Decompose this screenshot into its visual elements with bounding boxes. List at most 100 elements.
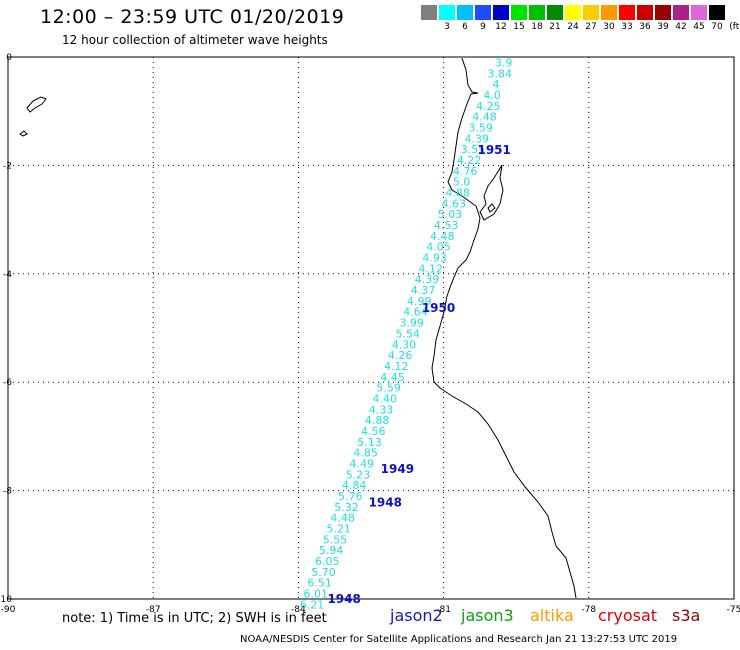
- lat-tick-label: -2: [3, 161, 12, 171]
- lat-tick-label: -10: [0, 595, 12, 605]
- color-scale-label: 18: [531, 22, 543, 32]
- lon-tick-label: -90: [1, 605, 16, 615]
- satellite-name-s3a: s3a: [672, 606, 701, 625]
- color-scale-label: 27: [585, 22, 597, 32]
- color-scale-label: 33: [621, 22, 633, 32]
- wave-height-value: 4.12: [419, 262, 444, 275]
- wave-height-value: 4.37: [411, 284, 436, 297]
- wave-height-value: 5.03: [438, 208, 463, 221]
- color-scale-label: 42: [675, 22, 687, 32]
- wave-height-value: 4.48: [472, 111, 497, 124]
- wave-height-value: 5.54: [396, 327, 421, 340]
- wave-height-value: 4.48: [430, 230, 455, 243]
- satellite-name-cryosat: cryosat: [598, 606, 658, 625]
- color-scale-swatch: [457, 5, 473, 20]
- wave-height-value: 3.99: [399, 317, 424, 330]
- satellite-name-jason3: jason3: [461, 606, 514, 625]
- map-subtitle: 12 hour collection of altimeter wave hei…: [62, 33, 328, 47]
- wave-height-value: 5.32: [334, 501, 359, 514]
- wave-height-value: 4.39: [415, 273, 440, 286]
- color-scale-label: 36: [639, 22, 651, 32]
- lat-lon-grid: [8, 57, 734, 599]
- wave-height-value: 4.12: [384, 360, 409, 373]
- wave-height-value: 4.88: [365, 414, 390, 427]
- color-scale-swatch: [421, 5, 437, 20]
- color-scale-swatch: [493, 5, 509, 20]
- lon-tick-label: -87: [146, 605, 161, 615]
- wave-height-value: 4: [492, 78, 499, 91]
- puna-island: [487, 203, 496, 213]
- wave-height-value: 4.88: [445, 187, 470, 200]
- map-frame: [7, 56, 735, 600]
- wave-height-value: 6.21: [300, 598, 325, 611]
- wave-height-value: 3.84: [488, 67, 513, 80]
- lat-tick-label: -4: [3, 270, 12, 280]
- wave-height-value: 4.30: [392, 338, 417, 351]
- island-large: [26, 96, 47, 113]
- color-scale-swatch: [619, 5, 635, 20]
- wave-height-value: 4.56: [361, 425, 386, 438]
- island-small: [19, 130, 28, 137]
- color-scale-label: 70: [711, 22, 723, 32]
- wave-height-value: 4.63: [442, 197, 467, 210]
- color-scale-swatch: [583, 5, 599, 20]
- map-title: 12:00 – 23:59 UTC 01/20/2019: [40, 6, 345, 28]
- wave-height-track: 3.93.8444.04.254.483.594.393.554.224.765…: [300, 56, 513, 611]
- color-scale-label: 9: [480, 22, 486, 32]
- wave-height-value: 4.39: [465, 132, 490, 145]
- lon-tick-label: -81: [436, 605, 451, 615]
- pass-number-label: 1950: [422, 301, 455, 315]
- color-scale-label: 45: [693, 22, 705, 32]
- wave-height-value: 4.33: [369, 403, 394, 416]
- wave-height-value: 4.84: [342, 479, 367, 492]
- wave-height-value: 5.0: [453, 176, 471, 189]
- color-scale-swatch: [601, 5, 617, 20]
- color-scale-label: 15: [513, 22, 525, 32]
- wave-height-value: 5.21: [327, 523, 352, 536]
- color-scale-swatch: [547, 5, 563, 20]
- lon-tick-label: -78: [581, 605, 596, 615]
- wave-height-value: 4.26: [388, 349, 413, 362]
- lat-tick-label: -8: [3, 487, 12, 497]
- wave-height-value: 4.48: [330, 512, 355, 525]
- footer-note: note: 1) Time is in UTC; 2) SWH is in fe…: [62, 611, 327, 626]
- wave-height-value: 5.70: [311, 566, 336, 579]
- wave-height-value: 4.0: [483, 89, 501, 102]
- wave-height-value: 4.49: [350, 458, 375, 471]
- color-scale-swatch: [637, 5, 653, 20]
- wave-height-value: 6.05: [315, 555, 340, 568]
- coastline: [19, 57, 577, 599]
- wave-height-value: 4.99: [407, 295, 432, 308]
- wave-height-value: 5.59: [376, 382, 401, 395]
- pass-number-label: 1951: [477, 143, 510, 157]
- wave-height-value: 5.13: [357, 436, 382, 449]
- wave-height-value: 3.59: [468, 121, 493, 134]
- wave-height-value: 5.76: [338, 490, 363, 503]
- color-scale-label: 30: [603, 22, 615, 32]
- wave-height-value: 5.94: [319, 544, 344, 557]
- wave-height-value: 4.45: [380, 371, 405, 384]
- gulf-of-guayaquil: [479, 164, 504, 221]
- color-scale-label: 12: [495, 22, 507, 32]
- wave-height-value: 4.76: [453, 165, 478, 178]
- pass-number-label: 1949: [381, 462, 414, 476]
- color-scale-label: 21: [549, 22, 561, 32]
- wave-height-value: 6.01: [304, 588, 329, 601]
- color-scale-swatch: [709, 5, 725, 20]
- color-scale-swatch: [565, 5, 581, 20]
- wave-height-value: 4.64: [403, 306, 428, 319]
- color-scale-label: 24: [567, 22, 579, 32]
- color-scale-swatch: [529, 5, 545, 20]
- lat-tick-label: -6: [3, 378, 12, 388]
- wave-height-value: 4.53: [434, 219, 459, 232]
- wave-height-value: 3.55: [461, 143, 486, 156]
- satellite-name-jason2: jason2: [390, 606, 443, 625]
- color-scale-label: 3: [444, 22, 450, 32]
- lon-tick-label: -84: [291, 605, 306, 615]
- wave-height-value: 5.23: [346, 468, 371, 481]
- wave-height-value: 4.25: [476, 100, 501, 113]
- axis-ticks: -90 -87 -84 -81 -78 -75 0 -2 -4 -6 -8 -10: [0, 53, 740, 615]
- color-scale-swatch: [673, 5, 689, 20]
- lat-tick-label: 0: [6, 53, 12, 63]
